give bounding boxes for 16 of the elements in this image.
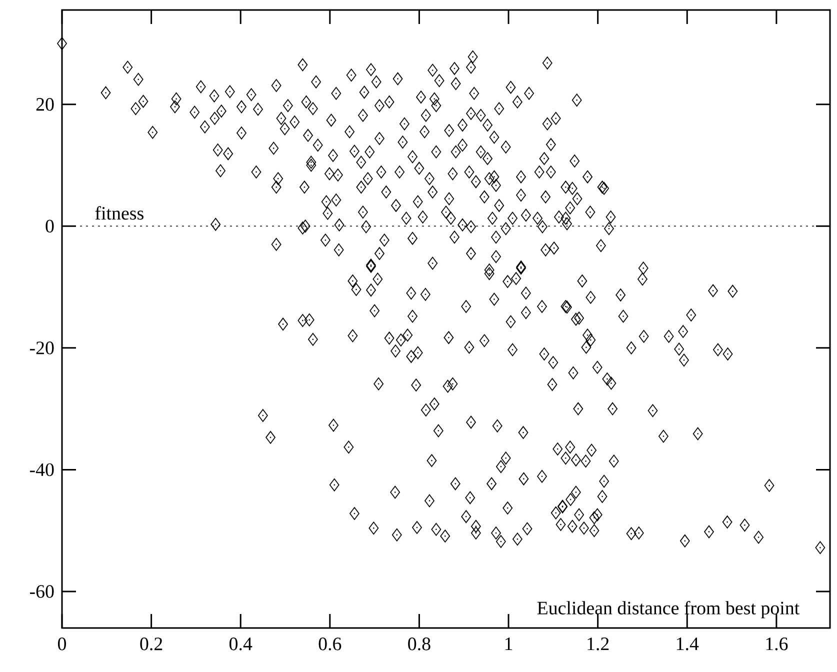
x-tick-label: 1.4 (676, 638, 699, 650)
y-tick-label: -60 (30, 585, 54, 598)
x-tick-label: 0.8 (408, 638, 430, 650)
x-tick-label: 1.6 (766, 638, 788, 650)
x-tick-label: 0.4 (229, 638, 252, 650)
y-tick-label: -40 (30, 463, 54, 476)
x-tick-label: 0.2 (140, 638, 162, 650)
x-axis-title: Euclidean distance from best point (537, 600, 800, 618)
y-axis-title: fitness (95, 206, 144, 220)
x-tick-label: 1 (505, 638, 512, 650)
x-tick-label: 0 (58, 638, 66, 650)
x-tick-label: 1.2 (588, 638, 609, 650)
x-tick-label: 0.6 (318, 638, 342, 650)
y-tick-label: 0 (46, 220, 54, 233)
y-tick-label: -20 (30, 342, 54, 354)
y-tick-label: 20 (36, 98, 54, 111)
